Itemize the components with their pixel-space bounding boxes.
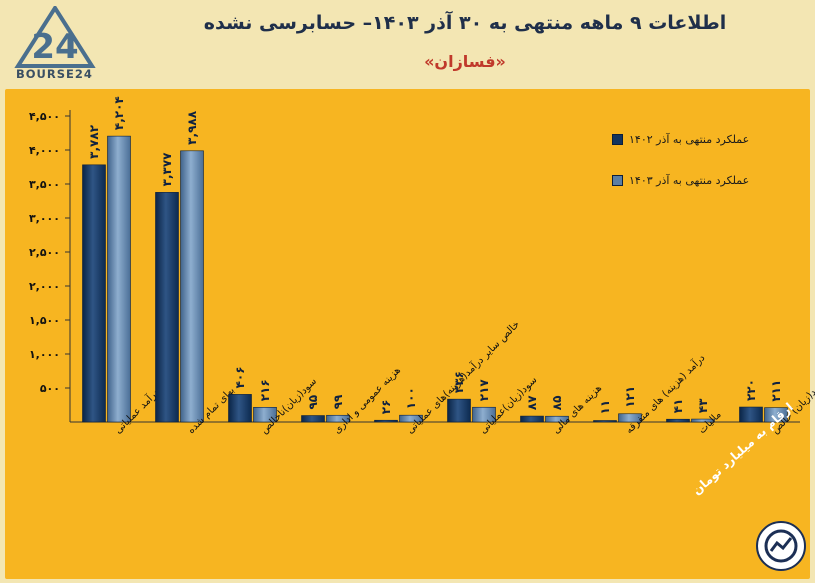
y-tick-label: ۱,۵۰۰: [29, 314, 60, 327]
y-tick-label: ۵۰۰: [40, 382, 60, 395]
legend: عملکرد منتهی به آذر ۱۴۰۲ عملکرد منتهی به…: [612, 133, 782, 215]
bar-value-label: ۳,۹۸۸: [185, 110, 199, 145]
bourse24-logo: 24: [14, 6, 96, 68]
y-tick-label: ۳,۵۰۰: [29, 178, 60, 191]
bar-1402: [228, 394, 252, 423]
legend-swatch-1403: [612, 175, 623, 186]
bar-value-label: ۱۰۰: [404, 387, 418, 409]
trend-logo-icon: [756, 521, 806, 571]
bar-1402: [666, 418, 690, 423]
bar-1403: [326, 414, 350, 423]
legend-item-1403: عملکرد منتهی به آذر ۱۴۰۳: [612, 174, 782, 187]
bar-1402: [374, 419, 398, 423]
y-tick-label: ۱,۰۰۰: [29, 348, 60, 361]
bar-1402: [520, 415, 544, 423]
bar-value-label: ۸۷: [525, 395, 539, 410]
y-tick-label: ۳,۰۰۰: [29, 212, 60, 225]
bar-1403: [180, 150, 204, 423]
bar-value-label: ۴۳: [696, 398, 710, 413]
y-tick-label: ۲,۰۰۰: [29, 280, 60, 293]
legend-label-1402: عملکرد منتهی به آذر ۱۴۰۲: [629, 133, 750, 146]
bar-1402: [593, 420, 617, 423]
logo-mark: 24: [31, 27, 78, 67]
bar-1402: [739, 406, 763, 423]
bar-value-label: ۴,۲۰۴: [112, 96, 126, 130]
bar-1402: [82, 164, 106, 423]
bar-value-label: ۲۱۱: [769, 380, 783, 402]
bar-value-label: ۴۱: [671, 399, 685, 414]
bar-value-label: ۳,۳۷۷: [160, 152, 174, 187]
y-tick-label: ۴,۰۰۰: [29, 144, 60, 157]
bar-1403: [764, 407, 788, 423]
bar-1403: [691, 418, 715, 423]
bar-value-label: ۱۱: [598, 400, 612, 415]
bar-1403: [399, 414, 423, 423]
bar-1403: [545, 415, 569, 423]
bar-1402: [155, 192, 179, 423]
bar-value-label: ۳,۷۸۲: [87, 124, 101, 159]
bar-1402: [301, 415, 325, 423]
bar-1403: [472, 406, 496, 423]
bar-value-label: ۲۲۰: [744, 379, 758, 401]
bar-1403: [253, 407, 277, 423]
bar-value-label: ۱۲۱: [623, 386, 637, 408]
bar-value-label: ۳۳۶: [452, 371, 466, 393]
legend-label-1403: عملکرد منتهی به آذر ۱۴۰۳: [629, 174, 750, 187]
y-tick-label: ۴,۵۰۰: [29, 110, 60, 123]
bar-value-label: ۲۶: [379, 400, 393, 415]
chart-title: اطلاعات ۹ ماهه منتهی به ۳۰ آذر ۱۴۰۳– حسا…: [203, 12, 727, 34]
y-tick-label: ۲,۵۰۰: [29, 246, 60, 259]
logo-text: BOURSE24: [16, 67, 93, 81]
bar-value-label: ۲۱۷: [477, 379, 491, 402]
legend-swatch-1402: [612, 134, 623, 145]
bar-1403: [107, 135, 131, 423]
chart-background: [5, 89, 810, 579]
bar-1403: [618, 413, 642, 423]
bar-value-label: ۹۵: [306, 395, 320, 410]
bar-1402: [447, 398, 471, 423]
bar-value-label: ۴۰۶: [233, 366, 247, 388]
bar-value-label: ۸۵: [550, 396, 564, 411]
bar-value-label: ۹۹: [331, 394, 345, 409]
bar-value-label: ۲۱۶: [258, 379, 272, 401]
chart-subtitle: «فسازان»: [424, 52, 506, 71]
legend-item-1402: عملکرد منتهی به آذر ۱۴۰۲: [612, 133, 782, 146]
